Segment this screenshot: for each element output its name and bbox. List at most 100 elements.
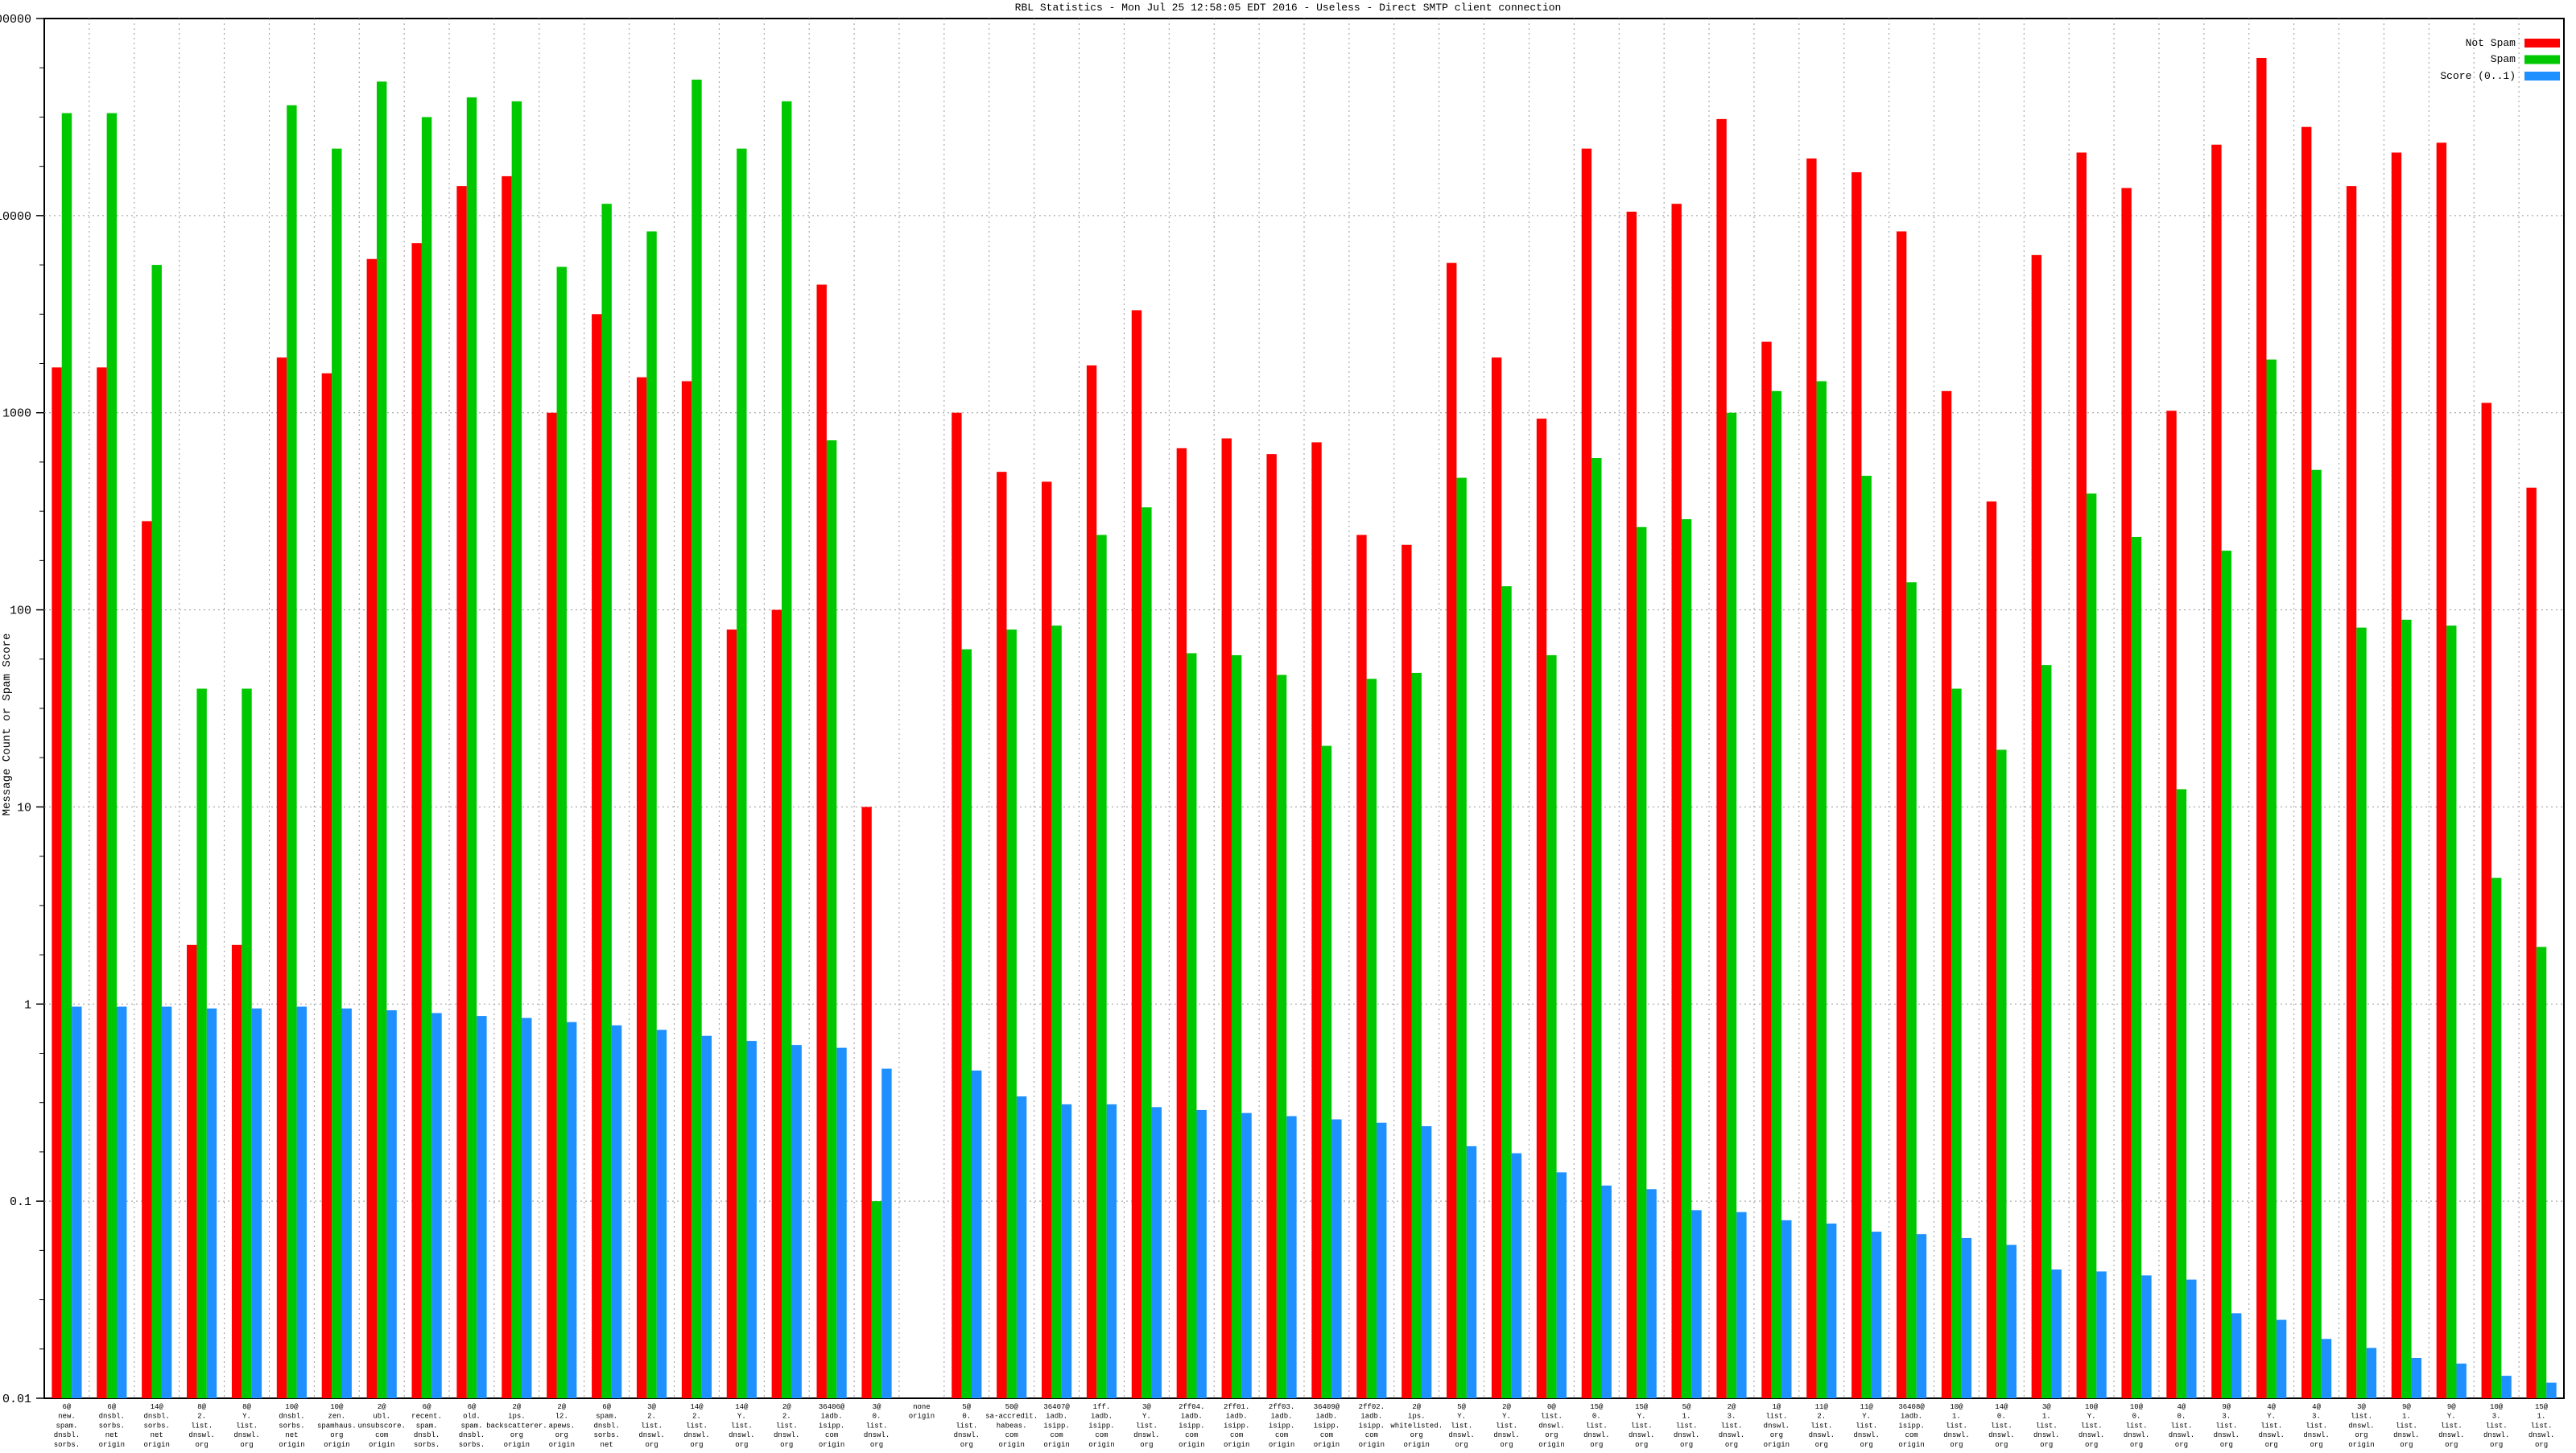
svg-text:iadb.: iadb. — [1315, 1413, 1337, 1421]
svg-text:5@: 5@ — [962, 1403, 971, 1411]
svg-text:isipp.: isipp. — [1359, 1422, 1385, 1430]
svg-text:isipp.: isipp. — [1898, 1422, 1924, 1430]
svg-text:list.: list. — [2215, 1422, 2237, 1430]
svg-text:com: com — [375, 1431, 388, 1439]
svg-text:9@: 9@ — [2222, 1403, 2231, 1411]
svg-text:0@: 0@ — [1547, 1403, 1556, 1411]
svg-text:origin: origin — [324, 1441, 349, 1449]
svg-text:origin: origin — [1088, 1441, 1114, 1449]
svg-text:list.: list. — [1765, 1413, 1787, 1421]
svg-text:origin: origin — [1359, 1441, 1385, 1449]
svg-text:org: org — [1635, 1441, 1648, 1449]
svg-text:backscatterer.: backscatterer. — [486, 1422, 547, 1430]
svg-text:Y.: Y. — [1457, 1413, 1466, 1421]
svg-text:org: org — [870, 1441, 883, 1449]
svg-text:net: net — [151, 1431, 163, 1439]
svg-text:Y.: Y. — [737, 1413, 746, 1421]
svg-text:36406@: 36406@ — [819, 1403, 845, 1411]
svg-text:10000: 10000 — [0, 210, 31, 224]
svg-text:0.: 0. — [2132, 1413, 2141, 1421]
svg-text:origin: origin — [2348, 1441, 2374, 1449]
svg-text:org: org — [2220, 1441, 2233, 1449]
svg-text:list.: list. — [1496, 1422, 1517, 1430]
svg-text:6@: 6@ — [107, 1403, 116, 1411]
svg-text:10: 10 — [17, 801, 31, 815]
svg-text:com: com — [1275, 1431, 1288, 1439]
svg-text:3.: 3. — [2312, 1413, 2321, 1421]
svg-text:2@: 2@ — [782, 1403, 791, 1411]
svg-text:10@: 10@ — [1950, 1403, 1963, 1411]
svg-text:6@: 6@ — [468, 1403, 477, 1411]
svg-text:origin: origin — [1404, 1441, 1430, 1449]
svg-text:Y.: Y. — [2087, 1413, 2096, 1421]
svg-text:Y.: Y. — [2267, 1413, 2276, 1421]
svg-text:org: org — [1725, 1441, 1738, 1449]
svg-text:14@: 14@ — [1995, 1403, 2008, 1411]
svg-text:origin: origin — [279, 1441, 304, 1449]
svg-text:sorbs.: sorbs. — [54, 1441, 80, 1449]
svg-text:3@: 3@ — [1142, 1403, 1151, 1411]
svg-text:list.: list. — [1586, 1422, 1608, 1430]
svg-text:dnswl.: dnswl. — [1853, 1431, 1879, 1439]
svg-text:org: org — [1770, 1431, 1783, 1439]
svg-text:15@: 15@ — [2535, 1403, 2549, 1411]
svg-text:dnswl.: dnswl. — [1809, 1431, 1835, 1439]
svg-text:36408@: 36408@ — [1898, 1403, 1925, 1411]
svg-text:4@: 4@ — [2312, 1403, 2321, 1411]
svg-text:dnswl.: dnswl. — [1493, 1431, 1519, 1439]
svg-text:isipp.: isipp. — [1043, 1422, 1069, 1430]
svg-text:2@: 2@ — [557, 1403, 566, 1411]
svg-text:Y.: Y. — [1142, 1413, 1151, 1421]
svg-text:org: org — [2355, 1431, 2368, 1439]
svg-text:dnswl.: dnswl. — [774, 1431, 799, 1439]
svg-text:origin: origin — [549, 1441, 575, 1449]
svg-text:isipp.: isipp. — [1088, 1422, 1114, 1430]
svg-text:dnswl.: dnswl. — [2303, 1431, 2329, 1439]
svg-text:sorbs.: sorbs. — [144, 1422, 170, 1430]
svg-text:15@: 15@ — [1590, 1403, 1604, 1411]
svg-text:0.: 0. — [962, 1413, 971, 1421]
svg-text:dnswl.: dnswl. — [729, 1431, 754, 1439]
svg-text:habeas.: habeas. — [997, 1422, 1027, 1430]
svg-text:dnswl.: dnswl. — [233, 1431, 259, 1439]
svg-text:origin: origin — [1898, 1441, 1924, 1449]
svg-text:0.1: 0.1 — [10, 1195, 31, 1209]
svg-text:8@: 8@ — [242, 1403, 251, 1411]
svg-text:org: org — [690, 1441, 703, 1449]
svg-text:dnsbl.: dnsbl. — [593, 1422, 619, 1430]
svg-text:list.: list. — [2170, 1422, 2192, 1430]
svg-text:2@: 2@ — [1412, 1403, 1421, 1411]
svg-text:10@: 10@ — [285, 1403, 299, 1411]
svg-text:spam.: spam. — [56, 1422, 77, 1430]
svg-text:origin: origin — [1538, 1441, 1564, 1449]
svg-text:org: org — [330, 1431, 343, 1439]
svg-text:list.: list. — [686, 1422, 708, 1430]
svg-text:list.: list. — [2260, 1422, 2282, 1430]
svg-text:1: 1 — [24, 998, 31, 1012]
svg-text:2ff01.: 2ff01. — [1224, 1403, 1249, 1411]
svg-text:org: org — [555, 1431, 568, 1439]
svg-text:36409@: 36409@ — [1314, 1403, 1340, 1411]
svg-text:1.: 1. — [1682, 1413, 1691, 1421]
svg-text:0.: 0. — [1592, 1413, 1601, 1421]
svg-text:sorbs.: sorbs. — [593, 1431, 619, 1439]
svg-text:list.: list. — [1136, 1422, 1158, 1430]
svg-text:dnswl.: dnswl. — [2033, 1431, 2059, 1439]
svg-text:3@: 3@ — [2042, 1403, 2051, 1411]
svg-text:11@: 11@ — [1815, 1403, 1829, 1411]
svg-text:Y.: Y. — [1637, 1413, 1646, 1421]
svg-text:org: org — [2445, 1441, 2458, 1449]
svg-text:15@: 15@ — [1635, 1403, 1649, 1411]
svg-text:3@: 3@ — [873, 1403, 881, 1411]
svg-text:com: com — [1050, 1431, 1063, 1439]
svg-text:sorbs.: sorbs. — [99, 1422, 125, 1430]
svg-text:list.: list. — [2306, 1422, 2327, 1430]
svg-text:org: org — [1950, 1441, 1963, 1449]
svg-text:org: org — [2535, 1441, 2548, 1449]
svg-text:dnswl.: dnswl. — [1538, 1422, 1564, 1430]
svg-text:org: org — [2310, 1441, 2322, 1449]
svg-text:com: com — [1905, 1431, 1918, 1439]
svg-text:iadb.: iadb. — [1226, 1413, 1248, 1421]
svg-text:org: org — [2490, 1441, 2503, 1449]
svg-text:dnswl.: dnswl. — [1629, 1431, 1654, 1439]
